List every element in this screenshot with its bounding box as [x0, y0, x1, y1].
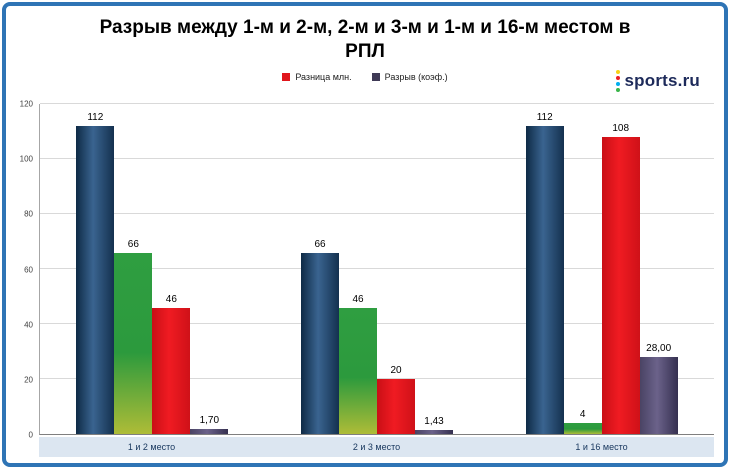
logo-dot-icon [615, 76, 620, 80]
chart-title: Разрыв между 1-м и 2-м, 2-м и 3-м и 1-м … [36, 16, 694, 64]
bar: 28,00 [639, 343, 678, 434]
logo-dot-icon [615, 88, 620, 92]
y-tick-label: 40 [24, 320, 33, 330]
bar-value-label: 66 [314, 238, 326, 250]
x-category-label: 1 и 2 место [127, 442, 176, 452]
bar: 46 [152, 294, 191, 434]
bar-value-label: 46 [352, 293, 364, 305]
bar: 1,70 [190, 415, 229, 434]
bar-value-label: 4 [579, 409, 586, 420]
y-tick-label: 60 [24, 265, 33, 274]
bar: 66 [114, 239, 153, 434]
legend-swatch-icon [371, 73, 380, 81]
bar: 112 [76, 112, 115, 434]
x-axis-labels: 1 и 2 место 2 и 3 место 1 и 16 место [39, 437, 714, 457]
bar: 46 [339, 294, 377, 434]
bar-value-label: 46 [165, 293, 177, 305]
gridline [40, 268, 714, 269]
legend-item: Разница млн. [282, 72, 352, 82]
bar-chart: 0 20 40 60 80 100 120 112 66 46 1,70 66 46 20 1,43 112… [12, 98, 714, 457]
plot-area: 112 66 46 1,70 66 46 20 1,43 112 4 108 28,00 [39, 103, 714, 435]
bar-group: 112 4 108 28,00 [489, 104, 714, 434]
sports-ru-logo[interactable]: sports.ru [611, 68, 704, 94]
bar-value-label: 28,00 [646, 343, 672, 354]
logo-dot-icon [615, 82, 620, 86]
y-tick-label: 100 [19, 154, 33, 164]
gridline [40, 103, 714, 104]
bar-value-label: 1,70 [199, 415, 220, 427]
sports-ru-logo-text: sports.ru [624, 71, 700, 90]
bar: 4 [563, 409, 602, 434]
legend-label: Разница млн. [295, 72, 352, 82]
bar-value-label: 112 [536, 112, 553, 123]
bar: 1,43 [415, 416, 453, 434]
bar-value-label: 20 [390, 365, 402, 376]
gridline [40, 378, 714, 379]
y-axis-labels: 0 20 40 60 80 100 120 [12, 100, 35, 440]
gridline [40, 158, 714, 159]
bar: 20 [377, 365, 415, 434]
x-category-label: 2 и 3 место [352, 442, 401, 452]
y-tick-label: 20 [24, 375, 33, 385]
bar-value-label: 1,43 [424, 416, 444, 428]
chart-title-line2: РПЛ [345, 40, 385, 62]
sports-ru-dots-icon [615, 70, 620, 92]
legend-swatch-icon [282, 73, 291, 81]
bar-value-label: 108 [612, 123, 630, 134]
logo-dot-icon [615, 70, 620, 74]
y-tick-label: 0 [28, 430, 33, 440]
bar-group: 66 46 20 1,43 [265, 104, 490, 434]
chart-legend: Разница млн. Разрыв (коэф.) [6, 72, 724, 82]
bar-group: 112 66 46 1,70 [40, 104, 265, 434]
bar-value-label: 112 [87, 112, 104, 123]
gridline [40, 323, 714, 324]
bar: 112 [525, 112, 564, 434]
chart-title-line1: Разрыв между 1-м и 2-м, 2-м и 3-м и 1-м … [99, 17, 631, 38]
bar: 66 [301, 239, 339, 434]
x-category-label: 1 и 16 место [575, 442, 628, 452]
plot-groups: 112 66 46 1,70 66 46 20 1,43 112 4 108 28,00 [40, 104, 714, 434]
gridline [40, 213, 714, 214]
y-tick-label: 120 [19, 99, 33, 109]
bar: 108 [601, 123, 640, 434]
legend-item: Разрыв (коэф.) [371, 72, 448, 82]
y-tick-label: 80 [24, 209, 33, 219]
gridlines [40, 103, 714, 434]
legend-label: Разрыв (коэф.) [384, 72, 448, 82]
bar-value-label: 66 [127, 238, 139, 250]
